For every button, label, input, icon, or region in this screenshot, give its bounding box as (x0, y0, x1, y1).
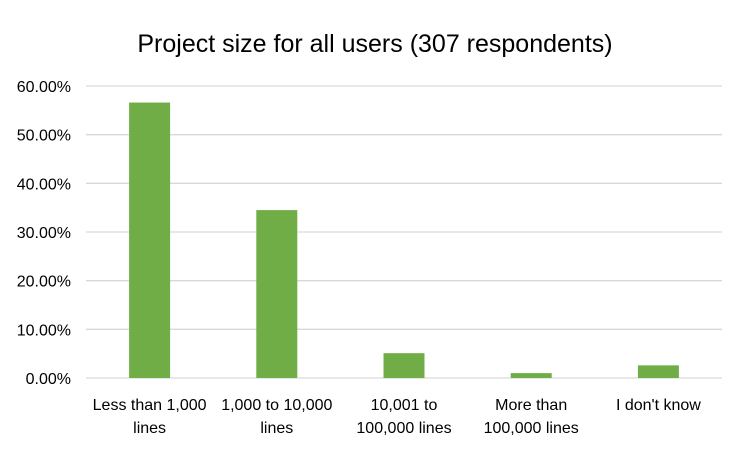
y-tick-label: 30.00% (17, 225, 71, 242)
bar (510, 373, 552, 378)
bar (256, 210, 298, 378)
x-tick-label: I don't know (616, 397, 701, 414)
chart-title: Project size for all users (307 responde… (137, 30, 612, 58)
y-tick-label: 10.00% (17, 322, 71, 339)
bar (129, 102, 171, 379)
bar (637, 365, 679, 378)
y-tick-label: 0.00% (26, 371, 71, 388)
x-tick-label: lines (260, 420, 293, 437)
y-tick-label: 20.00% (17, 274, 71, 291)
x-tick-label: 100,000 lines (484, 420, 579, 437)
x-tick-label: 10,001 to (371, 397, 438, 414)
x-tick-label: More than (495, 397, 567, 414)
x-tick-label: 1,000 to 10,000 (221, 397, 332, 414)
bar (383, 353, 425, 378)
y-tick-label: 50.00% (17, 128, 71, 145)
x-tick-label: lines (133, 420, 166, 437)
y-tick-label: 60.00% (17, 79, 71, 96)
y-tick-label: 40.00% (17, 176, 71, 193)
x-tick-label: 100,000 lines (356, 420, 451, 437)
x-tick-label: Less than 1,000 (93, 397, 207, 414)
